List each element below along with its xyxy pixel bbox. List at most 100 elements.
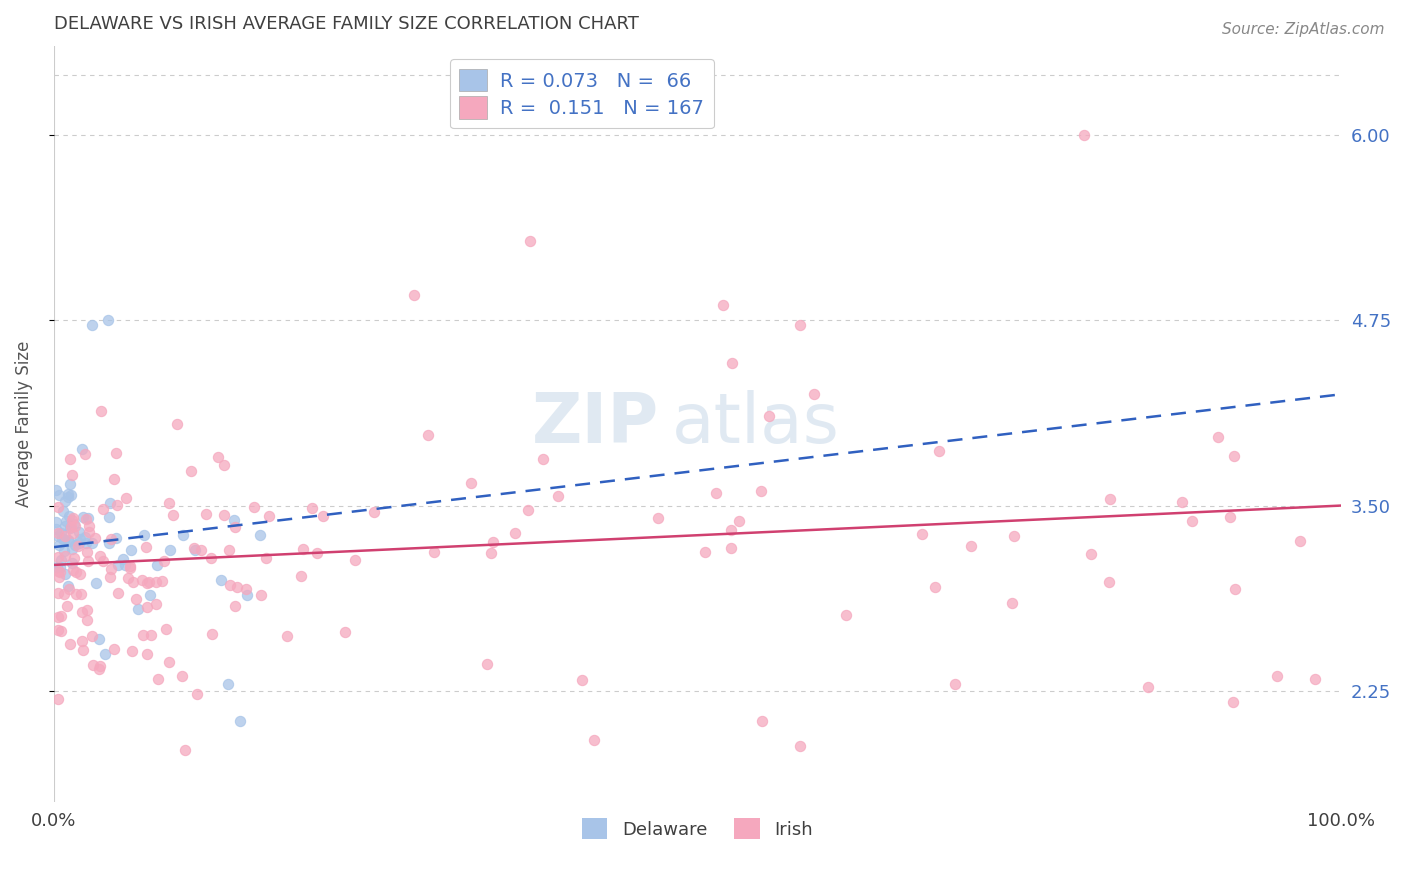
Point (104, 531, 127, 545)
Point (751, 714, 773, 728)
Point (63, 551, 86, 566)
Point (249, 528, 271, 542)
Point (94, 647, 117, 661)
Point (77, 525, 100, 540)
Point (72, 510, 94, 524)
Point (89, 549, 111, 563)
Point (250, 588, 273, 602)
Point (571, 673, 593, 687)
Point (1289, 534, 1312, 549)
Point (46, 549, 69, 564)
Point (1219, 510, 1241, 524)
Point (49, 525, 72, 540)
Point (46, 623, 69, 637)
Point (52, 587, 75, 601)
Point (56, 533, 79, 548)
Point (259, 508, 281, 523)
Point (162, 508, 184, 522)
Point (225, 581, 247, 595)
Point (312, 508, 335, 523)
Point (1098, 574, 1121, 589)
Point (153, 554, 176, 568)
Point (218, 543, 240, 558)
Point (77, 519, 100, 533)
Point (67, 536, 90, 550)
Point (46, 564, 69, 578)
Point (121, 574, 143, 589)
Point (53, 566, 76, 581)
Point (235, 582, 257, 596)
Point (46, 559, 69, 574)
Point (60, 488, 83, 502)
Point (482, 534, 505, 549)
Point (173, 743, 195, 757)
Point (45, 522, 67, 536)
Point (60, 513, 83, 527)
Point (1208, 429, 1230, 443)
Point (835, 607, 858, 622)
Point (209, 573, 232, 587)
Point (49, 609, 72, 624)
Point (58, 582, 80, 596)
Point (72, 634, 94, 648)
Point (51, 553, 73, 567)
Point (1073, 128, 1095, 142)
Point (503, 525, 526, 540)
Point (65, 587, 87, 601)
Point (363, 506, 385, 520)
Point (46, 610, 69, 624)
Point (69, 566, 91, 581)
Point (1225, 582, 1247, 596)
Point (58, 533, 80, 548)
Point (789, 318, 811, 332)
Point (53, 529, 76, 543)
Point (131, 573, 153, 587)
Point (531, 451, 554, 466)
Point (236, 588, 259, 602)
Point (53, 493, 76, 508)
Point (201, 626, 224, 640)
Point (180, 464, 202, 478)
Point (75, 512, 97, 526)
Point (749, 484, 772, 499)
Point (55, 549, 77, 564)
Point (146, 672, 169, 686)
Point (55, 514, 77, 528)
Point (243, 500, 266, 515)
Point (93, 502, 115, 516)
Point (97, 313, 120, 327)
Point (112, 552, 135, 566)
Point (120, 543, 142, 558)
Point (48, 570, 70, 584)
Point (59, 521, 82, 535)
Point (222, 513, 245, 527)
Point (76, 603, 98, 617)
Point (49, 565, 72, 579)
Point (138, 574, 160, 589)
Point (121, 643, 143, 657)
Point (212, 508, 235, 522)
Point (711, 298, 734, 312)
Point (139, 588, 162, 602)
Point (105, 499, 128, 513)
Point (155, 622, 177, 636)
Point (1002, 529, 1025, 543)
Point (46, 585, 69, 599)
Point (46, 692, 69, 706)
Point (91, 554, 114, 568)
Text: Source: ZipAtlas.com: Source: ZipAtlas.com (1222, 22, 1385, 37)
Point (87, 632, 110, 646)
Point (166, 417, 188, 432)
Point (720, 541, 742, 555)
Point (184, 543, 207, 558)
Point (693, 545, 716, 559)
Point (60, 468, 83, 483)
Point (728, 514, 751, 528)
Point (45, 515, 67, 529)
Point (172, 528, 194, 542)
Point (1181, 515, 1204, 529)
Point (276, 629, 298, 643)
Point (51, 504, 73, 518)
Point (98, 536, 121, 550)
Point (146, 558, 169, 572)
